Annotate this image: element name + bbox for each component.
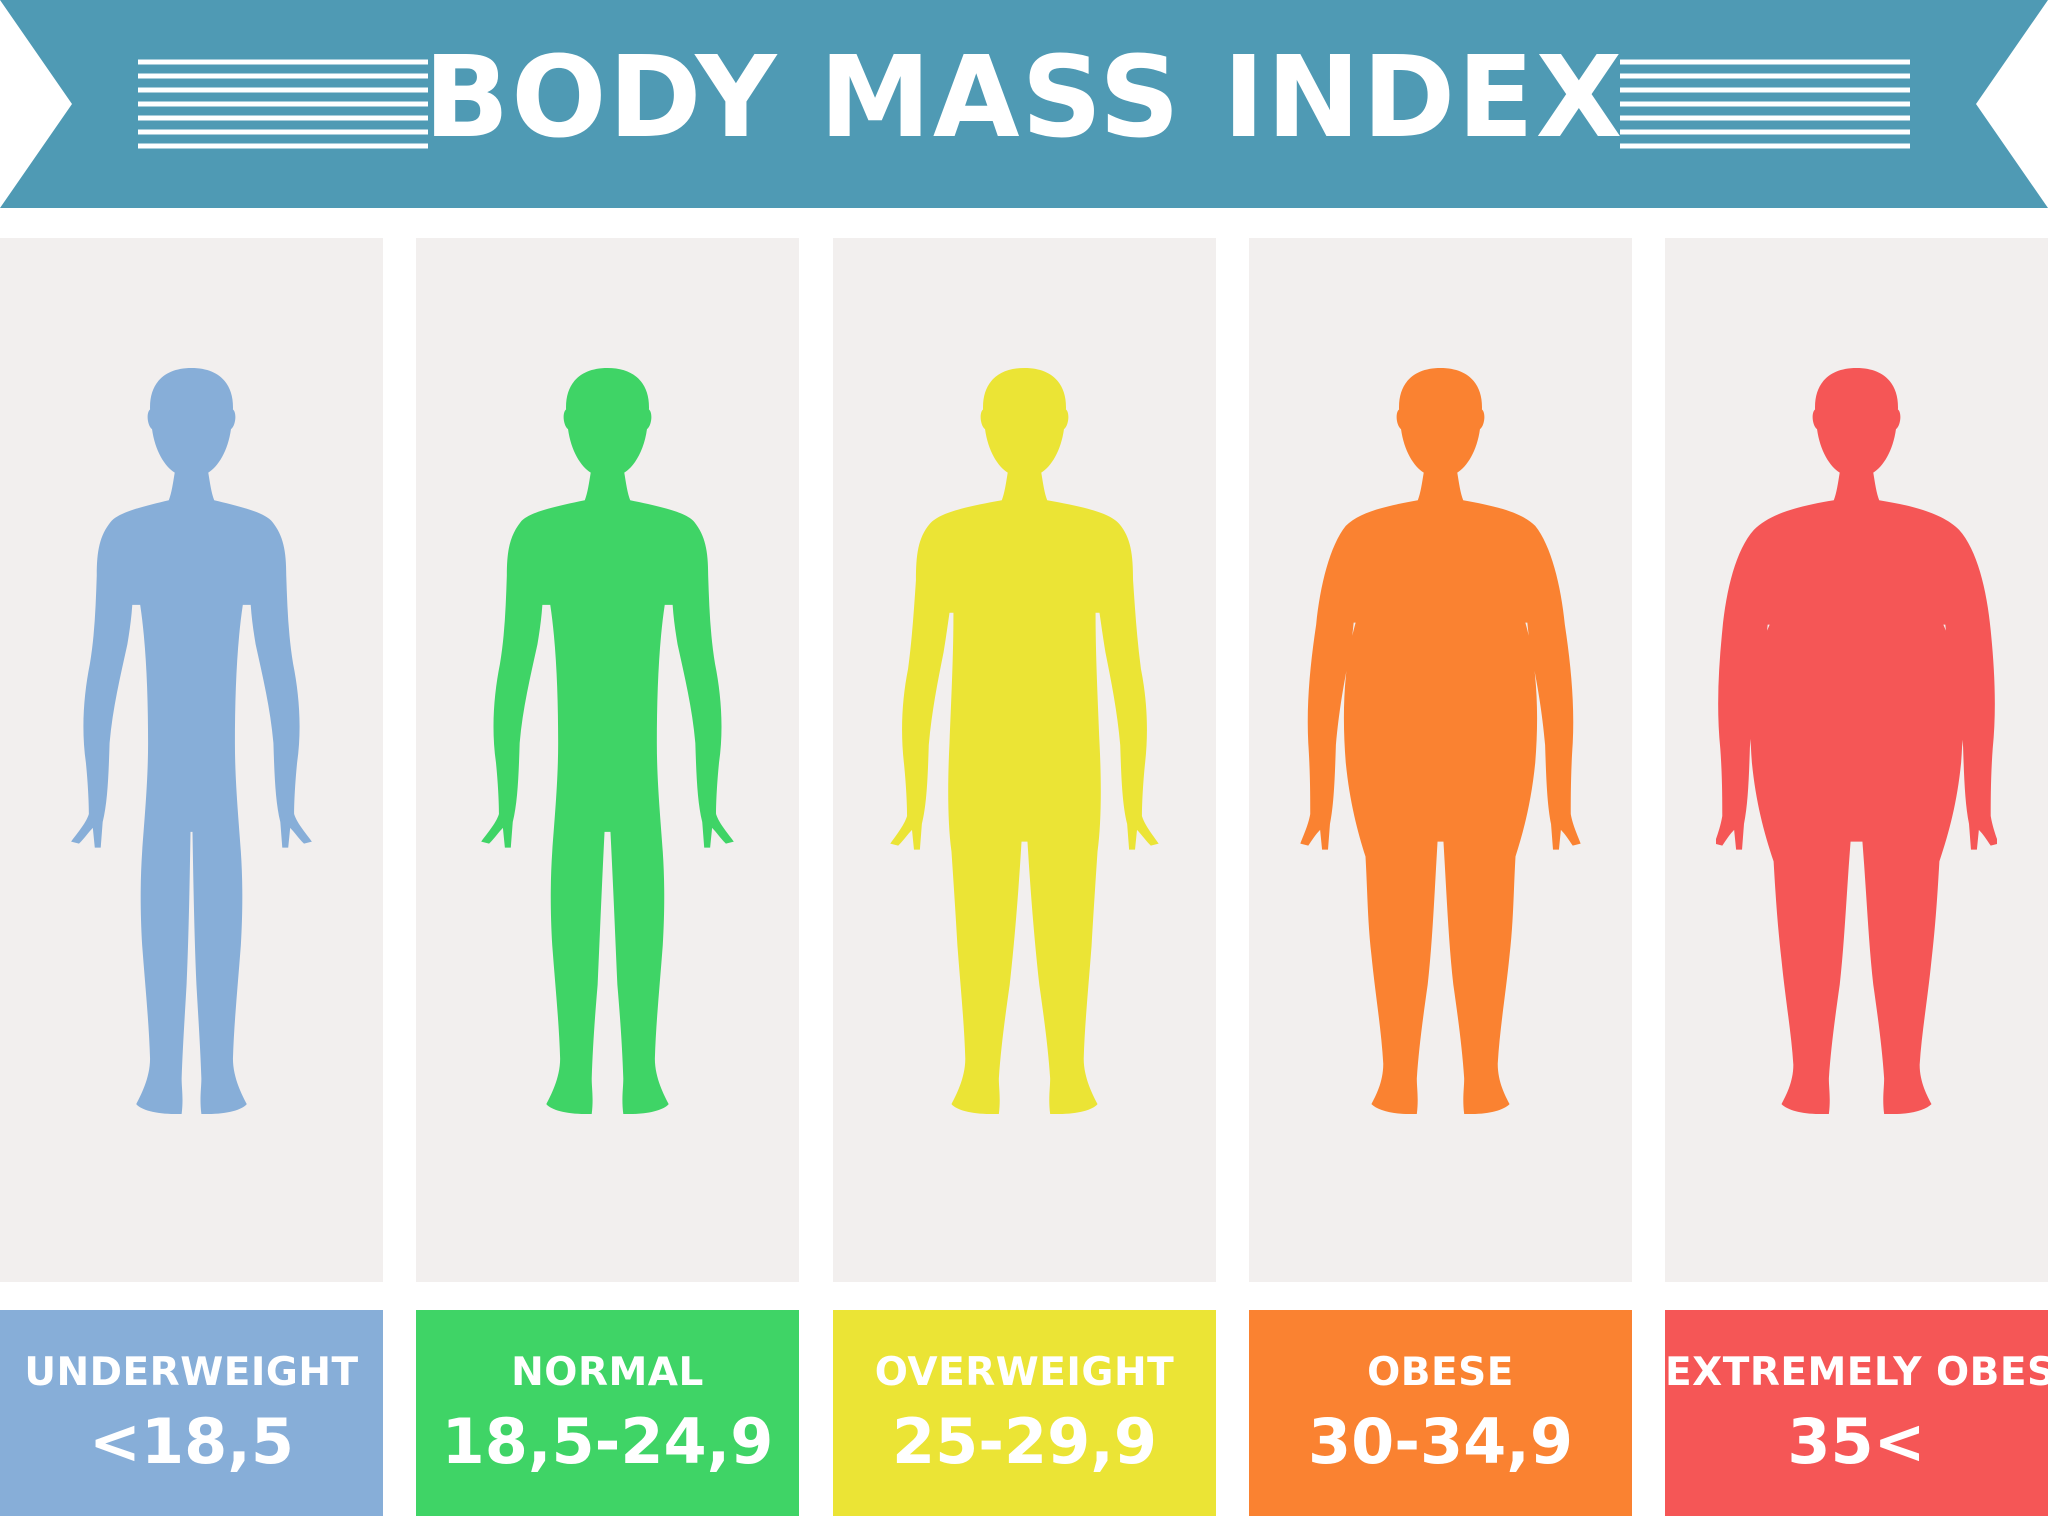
category-name: EXTREMELY OBESE bbox=[1665, 1350, 2048, 1395]
category-name: UNDERWEIGHT bbox=[24, 1350, 359, 1395]
category-label-box: OVERWEIGHT 25-29,9 bbox=[833, 1310, 1216, 1516]
bmi-range: <18,5 bbox=[89, 1405, 294, 1478]
banner-stripes-right bbox=[1620, 59, 1910, 149]
category-name: NORMAL bbox=[511, 1350, 704, 1395]
bmi-range: 30-34,9 bbox=[1308, 1405, 1573, 1478]
category-name: OVERWEIGHT bbox=[874, 1350, 1175, 1395]
category-label-box: OBESE 30-34,9 bbox=[1249, 1310, 1632, 1516]
obese-body-silhouette bbox=[1300, 368, 1581, 1115]
bmi-range: 25-29,9 bbox=[892, 1405, 1157, 1478]
title-banner bbox=[0, 0, 2048, 208]
bmi-range: 18,5-24,9 bbox=[441, 1405, 774, 1478]
banner-stripes-left bbox=[138, 59, 428, 149]
category-label-box: NORMAL 18,5-24,9 bbox=[416, 1310, 799, 1516]
bmi-range: 35< bbox=[1787, 1405, 1926, 1478]
thin-body-silhouette bbox=[71, 368, 312, 1115]
category-label-box: EXTREMELY OBESE 35< bbox=[1665, 1310, 2048, 1516]
extremely-obese-body-silhouette bbox=[1716, 368, 1997, 1115]
overweight-body-silhouette bbox=[890, 368, 1159, 1115]
page-title: BODY MASS INDEX bbox=[423, 33, 1625, 163]
category-label-box: UNDERWEIGHT <18,5 bbox=[0, 1310, 383, 1516]
normal-body-silhouette bbox=[481, 368, 734, 1115]
banner-ribbon bbox=[0, 0, 2048, 208]
category-name: OBESE bbox=[1367, 1350, 1514, 1395]
